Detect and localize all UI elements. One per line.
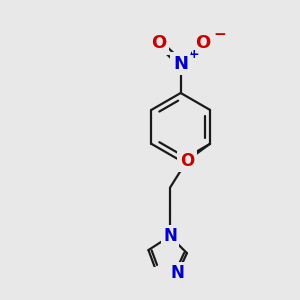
Text: N: N: [163, 227, 177, 245]
Text: O: O: [180, 152, 194, 170]
Text: N: N: [171, 264, 184, 282]
Text: −: −: [213, 27, 226, 42]
Text: N: N: [173, 55, 188, 73]
Text: +: +: [188, 48, 199, 61]
Text: O: O: [195, 34, 210, 52]
Text: O: O: [152, 34, 167, 52]
